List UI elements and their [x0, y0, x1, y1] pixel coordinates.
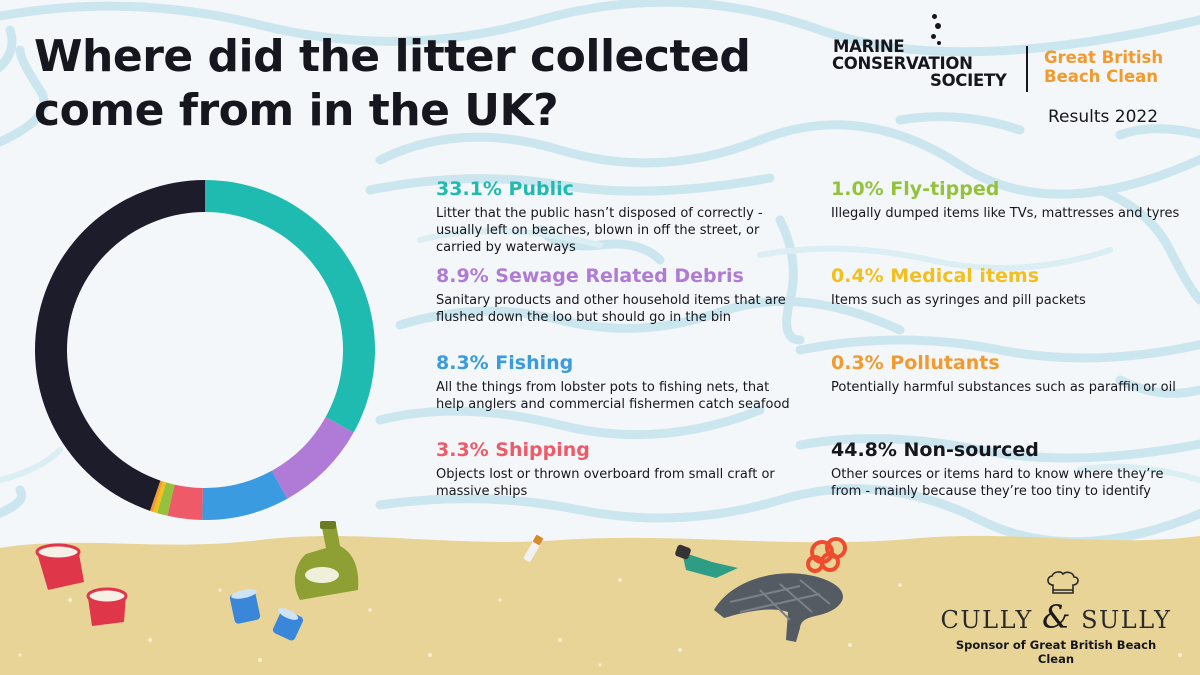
donut-slice-public — [205, 180, 375, 433]
category-nonsourced-description: Other sources or items hard to know wher… — [831, 467, 1164, 499]
category-flytipped: 1.0% Fly-tipped Illegally dumped items l… — [831, 177, 1191, 222]
category-fishing-description: All the things from lobster pots to fish… — [436, 380, 790, 412]
category-flytipped-heading: 1.0% Fly-tipped — [831, 178, 1000, 200]
logo-event-line-2: Beach Clean — [1044, 67, 1159, 86]
brand-left: CULLY — [940, 606, 1033, 634]
page-title: Where did the litter collected come from… — [34, 30, 754, 137]
title-line-1: Where did the litter collected — [34, 31, 751, 82]
chef-hat-icon — [1047, 571, 1079, 594]
category-sewage-description: Sanitary products and other household it… — [436, 293, 786, 325]
brand-ampersand: & — [1041, 598, 1072, 636]
logo-mcs-line-1: MARINE — [833, 37, 905, 56]
donut-chart — [34, 180, 375, 520]
category-medical-description: Items such as syringes and pill packets — [831, 293, 1086, 308]
sponsor-block: CULLY & SULLY Sponsor of Great British B… — [936, 598, 1176, 666]
donut-slice-non-sourced — [34, 180, 206, 511]
category-nonsourced: 44.8% Non-sourced Other sources or items… — [831, 438, 1191, 500]
category-pollutants: 0.3% Pollutants Potentially harmful subs… — [831, 351, 1191, 396]
category-pollutants-description: Potentially harmful substances such as p… — [831, 380, 1176, 395]
donut-slice-fishing — [202, 470, 288, 520]
title-line-2: come from in the UK? — [34, 84, 559, 136]
category-nonsourced-heading: 44.8% Non-sourced — [831, 439, 1039, 461]
donut-slice-sewage-related-debris — [271, 416, 354, 499]
donut-slice-fly-tipped — [157, 482, 175, 516]
marine-conservation-society-logo: MARINE CONSERVATION SOCIETY Great Britis… — [832, 14, 1172, 108]
donut-slice-pollutants — [149, 480, 163, 512]
category-shipping-description: Objects lost or thrown overboard from sm… — [436, 467, 775, 499]
category-pollutants-heading: 0.3% Pollutants — [831, 352, 1000, 374]
results-year: Results 2022 — [1048, 107, 1159, 127]
category-shipping-heading: 3.3% Shipping — [436, 439, 590, 461]
donut-slice-medical-items — [153, 481, 167, 514]
category-public-description: Litter that the public hasn’t disposed o… — [436, 206, 763, 255]
category-sewage: 8.9% Sewage Related Debris Sanitary prod… — [436, 264, 796, 326]
category-medical-heading: 0.4% Medical items — [831, 265, 1040, 287]
logo-divider — [1026, 46, 1028, 92]
category-sewage-heading: 8.9% Sewage Related Debris — [436, 265, 744, 287]
logo-mcs-line-2: CONSERVATION — [832, 54, 973, 73]
category-medical: 0.4% Medical items Items such as syringe… — [831, 264, 1191, 309]
logo-event-line-1: Great British — [1044, 48, 1164, 67]
category-flytipped-description: Illegally dumped items like TVs, mattres… — [831, 206, 1180, 221]
category-public-heading: 33.1% Public — [436, 178, 574, 200]
sponsor-caption: Sponsor of Great British Beach Clean — [955, 638, 1157, 666]
category-fishing-heading: 8.3% Fishing — [436, 352, 574, 374]
brand-right: SULLY — [1081, 606, 1172, 634]
cully-sully-logo: CULLY & SULLY — [936, 598, 1176, 636]
category-fishing: 8.3% Fishing All the things from lobster… — [436, 351, 796, 413]
logo-mcs-line-3: SOCIETY — [930, 71, 1007, 90]
category-public: 33.1% Public Litter that the public hasn… — [436, 177, 796, 256]
category-shipping: 3.3% Shipping Objects lost or thrown ove… — [436, 438, 796, 500]
donut-slice-shipping — [167, 484, 203, 520]
